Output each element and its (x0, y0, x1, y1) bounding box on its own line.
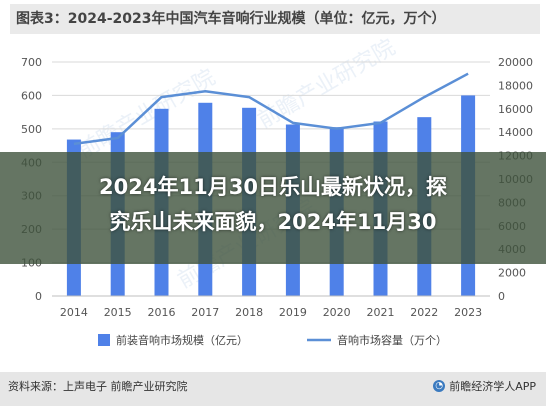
y-left-tick-label: 0 (35, 290, 42, 303)
chart-title: 图表3：2024-2023年中国汽车音响行业规模（单位：亿元，万个） (10, 4, 540, 34)
x-tick-label: 2020 (323, 306, 351, 319)
source-note: 资料来源：上声电子 前瞻产业研究院 (8, 380, 188, 393)
footer: 资料来源：上声电子 前瞻产业研究院 ◔ 前瞻经济学人APP (0, 372, 546, 406)
legend-label-line: 音响市场容量（万个） (337, 333, 447, 347)
x-tick-label: 2016 (148, 306, 176, 319)
y-left-tick-label: 500 (21, 123, 42, 136)
x-tick-label: 2017 (191, 306, 219, 319)
line-path (73, 72, 469, 146)
x-tick-label: 2023 (454, 306, 482, 319)
legend-swatch-bar (98, 334, 110, 346)
y-left-tick-label: 700 (21, 56, 42, 69)
y-right-tick-label: 18000 (498, 79, 533, 92)
headline-line-2: 究乐山未来面貌，2024年11月30 (109, 210, 437, 234)
headline-text: 2024年11月30日乐山最新状况，探 究乐山未来面貌，2024年11月30 (0, 152, 546, 264)
brand-label: 前瞻经济学人APP (449, 380, 536, 393)
x-tick-label: 2015 (104, 306, 132, 319)
brand: ◔ 前瞻经济学人APP (433, 378, 536, 394)
legend: 前装音响市场规模（亿元） 音响市场容量（万个） (98, 333, 447, 347)
x-tick-label: 2014 (60, 306, 88, 319)
y-left-tick-label: 600 (21, 89, 42, 102)
legend-label-bar: 前装音响市场规模（亿元） (116, 333, 248, 347)
headline-overlay: 2024年11月30日乐山最新状况，探 究乐山未来面貌，2024年11月30 (0, 152, 546, 264)
y-right-tick-label: 20000 (498, 56, 533, 69)
y-right-tick-label: 2000 (498, 267, 526, 280)
headline-line-1: 2024年11月30日乐山最新状况，探 (99, 175, 447, 199)
x-tick-label: 2018 (235, 306, 263, 319)
watermark-text: 前瞻产业研究院 (74, 65, 220, 164)
y-right-tick-label: 16000 (498, 103, 533, 116)
x-tick-label: 2022 (410, 306, 438, 319)
watermark-text: 前瞻产业研究院 (254, 35, 400, 134)
qianzhan-logo-icon: ◔ (433, 380, 446, 392)
x-tick-label: 2021 (367, 306, 395, 319)
y-right-tick-label: 0 (498, 290, 505, 303)
line-series (73, 72, 469, 146)
x-tick-label: 2019 (279, 306, 307, 319)
x-axis: 2014 2015 2016 2017 2018 2019 2020 2021 2022 2023 (52, 295, 490, 319)
y-right-tick-label: 14000 (498, 126, 533, 139)
